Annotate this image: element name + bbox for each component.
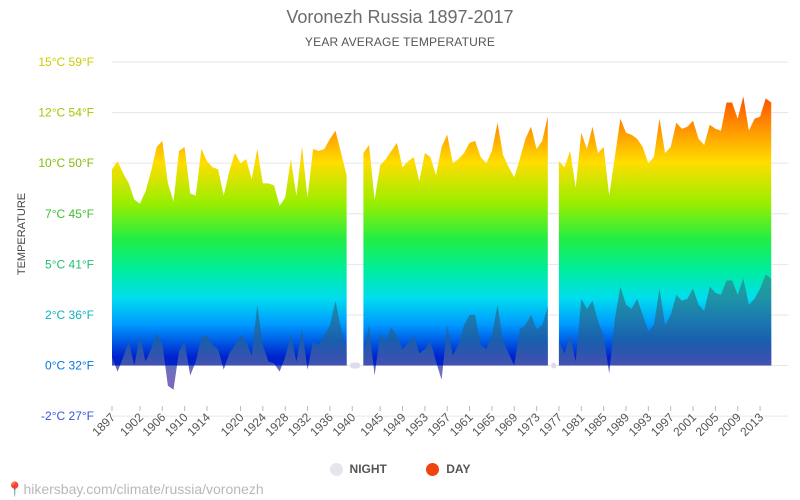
y-tick-label: -2°C 27°F xyxy=(41,409,94,423)
day-area xyxy=(112,130,347,366)
chart-subtitle: YEAR AVERAGE TEMPERATURE xyxy=(304,35,496,49)
x-tick-label: 1965 xyxy=(469,410,498,439)
x-tick-label: 1940 xyxy=(330,410,359,439)
x-tick-label: 1949 xyxy=(380,410,409,439)
x-tick-label: 1906 xyxy=(140,410,169,439)
x-tick-label: 1997 xyxy=(648,410,677,439)
x-tick-label: 2001 xyxy=(670,410,699,439)
x-tick-label: 1945 xyxy=(358,410,387,439)
x-tick-label: 1910 xyxy=(162,410,191,439)
legend-day-marker xyxy=(426,462,440,476)
x-tick-label: 1928 xyxy=(263,410,292,439)
legend: NIGHT DAY xyxy=(0,462,800,479)
y-axis-label: TEMPERATURE xyxy=(16,193,28,275)
chart-title: Voronezh Russia 1897-2017 xyxy=(286,7,514,27)
legend-night-label: NIGHT xyxy=(349,462,387,476)
x-tick-label: 2013 xyxy=(737,410,766,439)
y-tick-label: 7°C 45°F xyxy=(45,207,94,221)
x-tick-label: 2009 xyxy=(715,410,744,439)
y-tick-label: 15°C 59°F xyxy=(38,55,94,69)
x-tick-label: 1914 xyxy=(184,410,213,439)
x-tick-label: 2005 xyxy=(693,410,722,439)
x-tick-label: 1932 xyxy=(285,410,314,439)
x-tick-label: 1981 xyxy=(559,410,588,439)
legend-day-label: DAY xyxy=(446,462,471,476)
x-tick-label: 1993 xyxy=(626,410,655,439)
night-area xyxy=(363,304,548,380)
y-tick-label: 12°C 54°F xyxy=(38,106,94,120)
x-tick-label: 1973 xyxy=(514,410,543,439)
x-tick-label: 1924 xyxy=(240,410,269,439)
night-area xyxy=(112,300,347,390)
x-tick-label: 1902 xyxy=(117,410,146,439)
x-tick-label: 1936 xyxy=(307,410,336,439)
x-tick-label: 1977 xyxy=(536,410,565,439)
gap-markers xyxy=(349,362,557,369)
source-url: hikersbay.com/climate/russia/voronezh xyxy=(23,481,264,497)
x-tick-label: 1920 xyxy=(218,410,247,439)
y-tick-label: 5°C 41°F xyxy=(45,257,94,271)
night-series xyxy=(112,274,772,390)
x-tick-label: 1953 xyxy=(402,410,431,439)
y-tick-label: 10°C 50°F xyxy=(38,156,94,170)
missing-data-marker xyxy=(551,362,557,369)
night-area xyxy=(558,274,772,374)
x-tick-label: 1989 xyxy=(603,410,632,439)
y-axis-ticks: 15°C 59°F 12°C 54°F 10°C 50°F 7°C 45°F 5°C 4… xyxy=(38,55,94,423)
legend-night-marker xyxy=(329,462,343,476)
day-area xyxy=(363,116,548,366)
source-link[interactable]: 📍hikersbay.com/climate/russia/voronezh xyxy=(6,481,264,498)
y-tick-label: 2°C 36°F xyxy=(45,308,94,322)
x-tick-label: 1961 xyxy=(447,410,476,439)
missing-data-marker xyxy=(349,362,361,369)
location-pin-icon: 📍 xyxy=(6,481,24,497)
legend-item-night[interactable]: NIGHT xyxy=(329,462,387,476)
y-tick-label: 0°C 32°F xyxy=(45,359,94,373)
legend-item-day[interactable]: DAY xyxy=(426,462,470,476)
x-tick-label: 1957 xyxy=(425,410,454,439)
x-tick-label: 1969 xyxy=(492,410,521,439)
x-tick-label: 1985 xyxy=(581,410,610,439)
